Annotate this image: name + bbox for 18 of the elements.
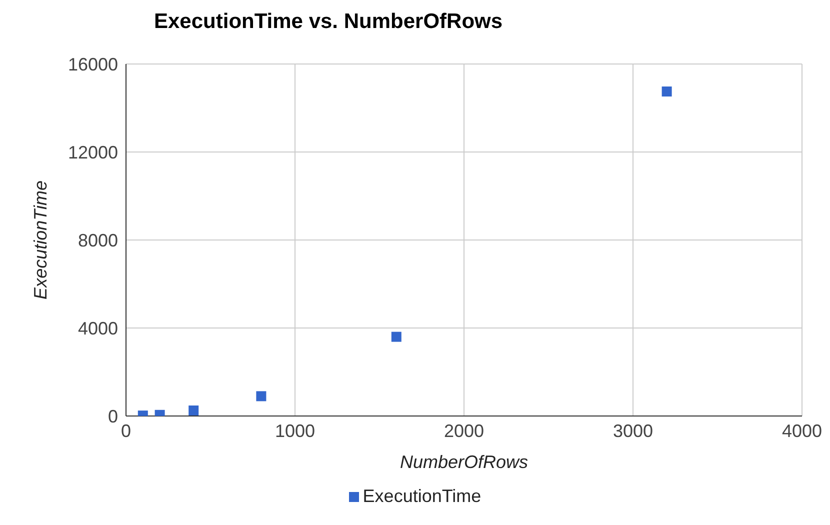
y-tick-label: 16000 — [68, 54, 118, 74]
y-axis-title: ExecutionTime — [30, 180, 50, 300]
point — [188, 406, 199, 416]
x-tick-label: 2000 — [444, 420, 484, 441]
x-tick-label: 3000 — [612, 420, 654, 441]
point — [391, 332, 402, 342]
y-tick-label: 4000 — [78, 318, 118, 338]
x-tick-label: 1000 — [274, 420, 316, 441]
y-tick-label: 8000 — [78, 230, 118, 250]
legend-label: ExecutionTime — [362, 486, 482, 506]
point — [256, 391, 266, 402]
x-axis-title: NumberOfRows — [400, 452, 528, 472]
chart-title: ExecutionTime vs. NumberOfRows — [154, 10, 503, 34]
x-tick-label: 4000 — [782, 420, 822, 441]
x-tick-label: 0 — [120, 420, 132, 441]
y-tick-label: 0 — [108, 406, 118, 426]
y-tick-label: 12000 — [68, 142, 118, 162]
point — [662, 86, 672, 96]
